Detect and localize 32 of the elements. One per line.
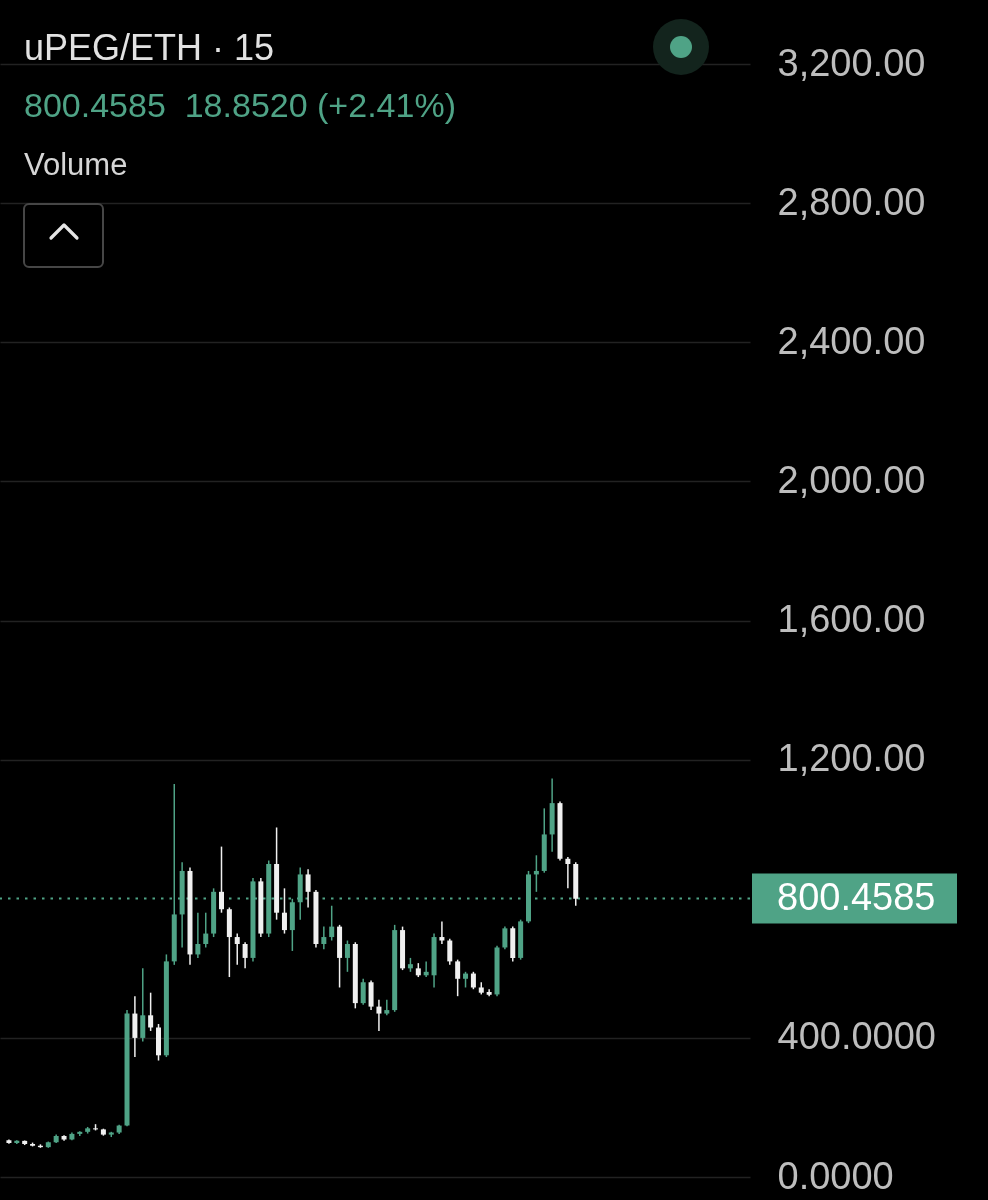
candlestick — [242, 941, 248, 970]
candlestick — [447, 938, 453, 966]
candlestick — [195, 911, 201, 959]
candlestick — [376, 998, 382, 1032]
candlestick — [140, 967, 146, 1043]
y-tick-label: 400.0000 — [777, 1015, 936, 1058]
ref-line-label: 800.4585 — [777, 875, 936, 918]
candlestick — [234, 932, 240, 966]
text: 800.4585 18.8520 (+2.41%) — [24, 86, 456, 124]
candlestick — [321, 925, 327, 950]
candlestick — [455, 958, 461, 997]
y-tick-label: 2,000.00 — [777, 458, 926, 501]
y-tick-label: 1,200.00 — [777, 737, 926, 780]
annotation: Volume — [24, 147, 128, 182]
candlestick — [439, 920, 445, 945]
candlestick — [305, 868, 311, 909]
candlestick — [502, 925, 508, 950]
candlestick — [281, 887, 287, 935]
candlestick — [329, 904, 335, 942]
candlestick — [384, 998, 390, 1017]
candlestick — [203, 911, 209, 949]
candlestick — [360, 978, 366, 1006]
y-tick-label: 1,600.00 — [777, 598, 926, 641]
candlestick — [344, 939, 350, 973]
y-tick-label: 2,800.00 — [777, 180, 926, 223]
y-tick-label: 2,400.00 — [777, 319, 926, 362]
y-tick-label: 3,200.00 — [777, 41, 926, 84]
y-tick-label: 0.0000 — [777, 1154, 894, 1197]
candlestick — [148, 991, 154, 1032]
candlestick — [218, 845, 224, 914]
candlestick — [565, 856, 571, 890]
text: uPEG/ETH · 15 — [24, 27, 275, 68]
